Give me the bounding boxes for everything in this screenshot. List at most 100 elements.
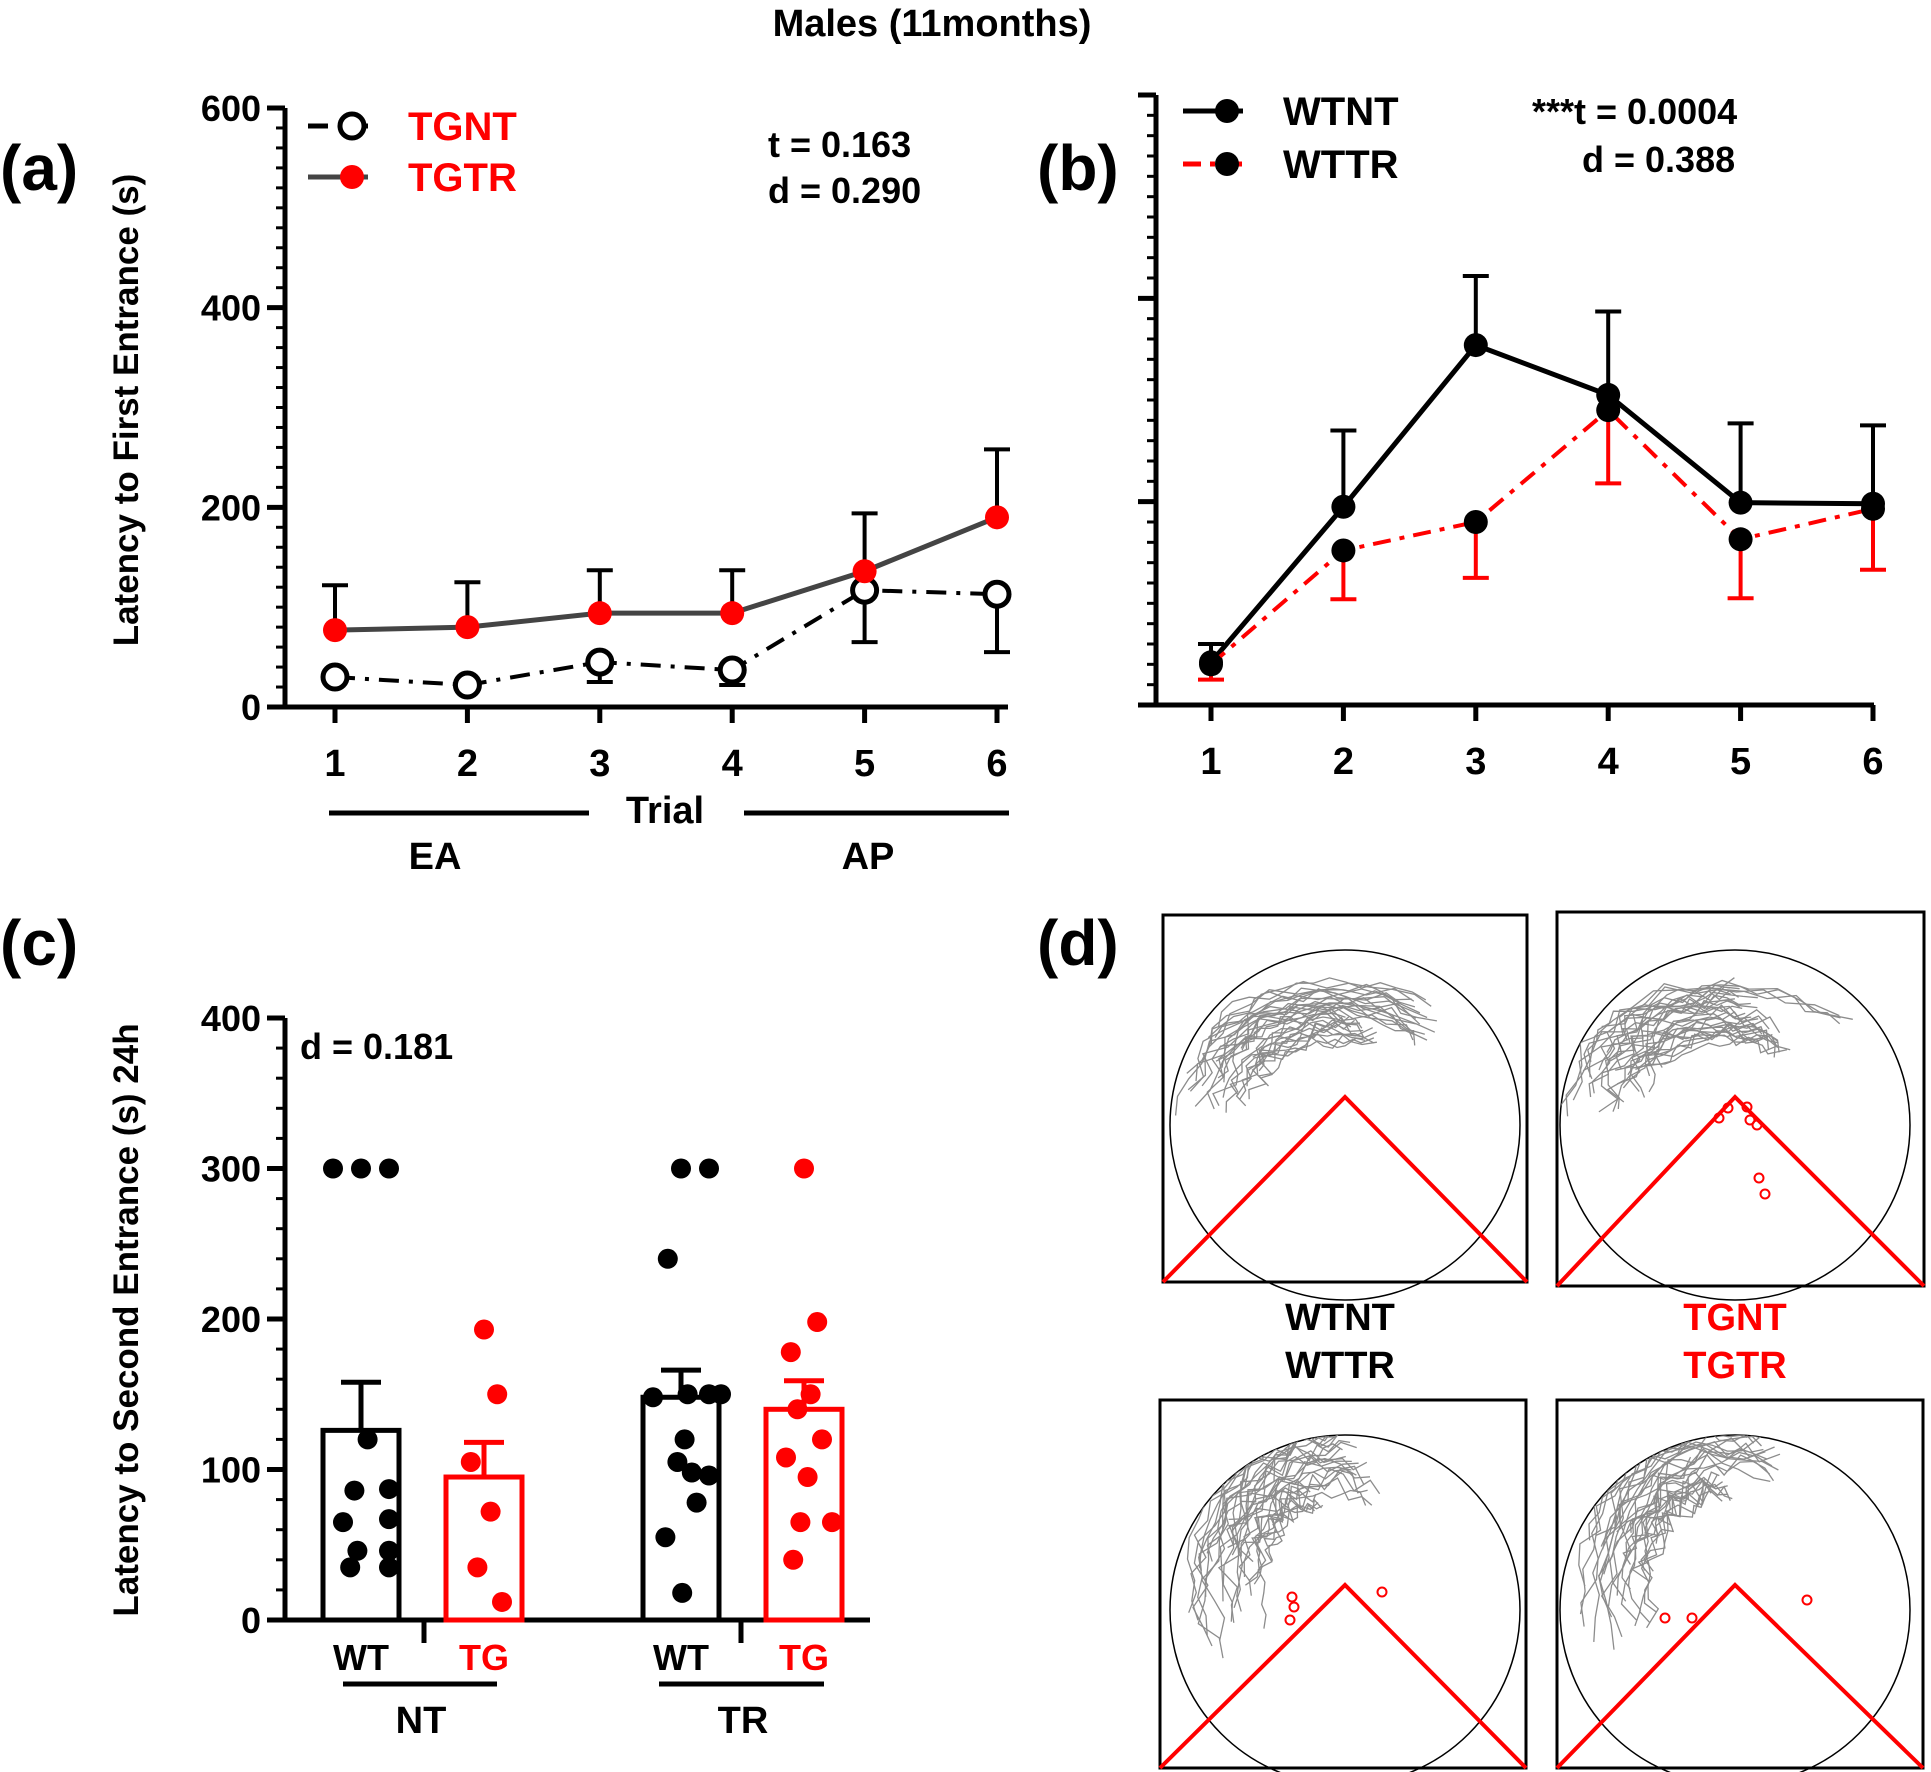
panel-c-stat-d: d = 0.181 xyxy=(300,1026,453,1067)
track-path xyxy=(1600,1435,1762,1547)
track-path xyxy=(1599,1442,1781,1581)
x-tick-label: 5 xyxy=(1730,741,1751,783)
entrance-marker xyxy=(1686,1612,1698,1624)
panel-d-label-right-1: TGNT xyxy=(1683,1297,1786,1339)
panel-c-label: (c) xyxy=(0,907,78,979)
data-point xyxy=(699,1465,719,1486)
x-tick-label: 6 xyxy=(986,743,1007,785)
track-path xyxy=(1258,1033,1366,1079)
track-path xyxy=(1598,991,1758,1071)
data-point-wttr xyxy=(1331,538,1356,563)
legend-label-wtnt: WTNT xyxy=(1283,90,1399,134)
entrance-marker xyxy=(1741,1101,1753,1113)
track-path xyxy=(1235,1023,1364,1107)
arena-circle xyxy=(1559,949,1911,1301)
track-path xyxy=(1588,986,1740,1078)
track-path xyxy=(1256,1502,1319,1629)
track-path xyxy=(1618,1005,1743,1054)
track-path xyxy=(1197,1435,1311,1659)
track-path xyxy=(1210,990,1416,1045)
series-line-tgnt xyxy=(334,588,998,688)
panel-d-label-left-1: WTNT xyxy=(1285,1297,1395,1339)
track-path xyxy=(1587,977,1735,1062)
x-tick-label: 3 xyxy=(1465,741,1486,783)
entrance-marker xyxy=(1288,1601,1300,1613)
entrance-marker xyxy=(1751,1119,1763,1131)
track-path xyxy=(1637,1021,1767,1059)
data-point xyxy=(677,1384,698,1405)
data-point xyxy=(800,1384,821,1405)
panel-a-stat-t: t = 0.163 xyxy=(768,124,911,165)
data-point-wtnt xyxy=(1331,494,1356,519)
data-point-tgtr xyxy=(985,505,1009,530)
data-point-tgtr xyxy=(852,559,877,584)
data-point xyxy=(323,1158,343,1179)
data-point xyxy=(783,1549,804,1570)
track-path xyxy=(1253,1502,1324,1585)
track-path xyxy=(1607,1011,1759,1110)
panel-c-y-axis-label: Latency to Second Entrance (s) 24h xyxy=(107,1023,146,1616)
track-path xyxy=(1245,1480,1311,1586)
data-point-tgnt xyxy=(585,647,615,677)
data-point xyxy=(333,1512,353,1533)
panel-a-stat-d: d = 0.290 xyxy=(768,170,921,211)
track-path xyxy=(1572,986,1841,1101)
arena-circle xyxy=(1169,1434,1521,1772)
data-point-wttr xyxy=(1596,398,1621,423)
data-point xyxy=(787,1399,808,1420)
x-tick-label: 1 xyxy=(1200,741,1221,783)
track-path xyxy=(1219,996,1421,1048)
track-path xyxy=(1630,1456,1692,1533)
y-tick-label: 0 xyxy=(241,1600,261,1641)
data-point xyxy=(807,1312,828,1333)
panel-a-label: (a) xyxy=(0,132,78,204)
panel-a-axes: 0 200 400 600 1 2 3 4 5 6 xyxy=(201,88,1008,785)
panel-c-marks xyxy=(320,1158,845,1623)
data-point xyxy=(790,1512,811,1533)
panel-a-marks xyxy=(320,447,1012,700)
data-point-tgnt xyxy=(717,655,747,685)
data-point xyxy=(812,1429,832,1450)
track-path xyxy=(1248,1032,1377,1100)
data-point xyxy=(379,1479,399,1500)
x-tick-label: 6 xyxy=(1862,741,1883,783)
arena-circle xyxy=(1169,949,1521,1301)
group-label-tr: TR xyxy=(718,1700,769,1742)
x-tick-label: 4 xyxy=(1598,741,1619,783)
data-point xyxy=(643,1387,663,1408)
track-path xyxy=(1214,983,1412,1038)
track-path xyxy=(1628,1022,1779,1092)
track-path xyxy=(1616,1454,1771,1596)
track-path xyxy=(1638,1480,1728,1623)
track-path xyxy=(1222,1455,1359,1622)
track-path xyxy=(1238,1485,1307,1563)
y-tick-label: 600 xyxy=(201,88,261,129)
shock-zone-triangle xyxy=(1555,1582,1925,1770)
track-path xyxy=(1219,1441,1357,1602)
panel-b-stat-d: d = 0.388 xyxy=(1582,139,1735,180)
entrance-marker xyxy=(1286,1591,1298,1603)
entrance-marker xyxy=(1713,1112,1725,1124)
data-point-tgnt xyxy=(452,670,482,700)
panel-c-axes: 0 100 200 300 400 WT TG WT TG NT TR xyxy=(201,998,870,1742)
panel-b-stat-t: ***t = 0.0004 xyxy=(1532,91,1737,132)
data-point xyxy=(699,1158,719,1179)
data-point xyxy=(681,1462,702,1483)
data-point-tgtr xyxy=(587,601,612,626)
legend-marker-wtnt xyxy=(1215,99,1239,123)
series-line-wttr xyxy=(1209,407,1874,666)
track-path xyxy=(1195,1002,1436,1082)
track-path xyxy=(1233,1457,1371,1609)
entrance-marker xyxy=(1376,1586,1388,1598)
track-path xyxy=(1598,1005,1752,1113)
data-point-tgtr xyxy=(455,615,480,640)
track-path xyxy=(1243,1467,1381,1578)
x-tick-label-tg: TG xyxy=(779,1637,829,1678)
panel-d: (d) WTNT WTTR TGNT TGTR xyxy=(1037,907,1926,1772)
data-point xyxy=(674,1429,695,1450)
shock-zone-triangle xyxy=(1161,1094,1529,1284)
track-path xyxy=(1206,1435,1357,1554)
panel-b-label: (b) xyxy=(1037,132,1119,204)
x-tick-label-wt: WT xyxy=(653,1637,709,1678)
track-path xyxy=(1255,1488,1317,1537)
